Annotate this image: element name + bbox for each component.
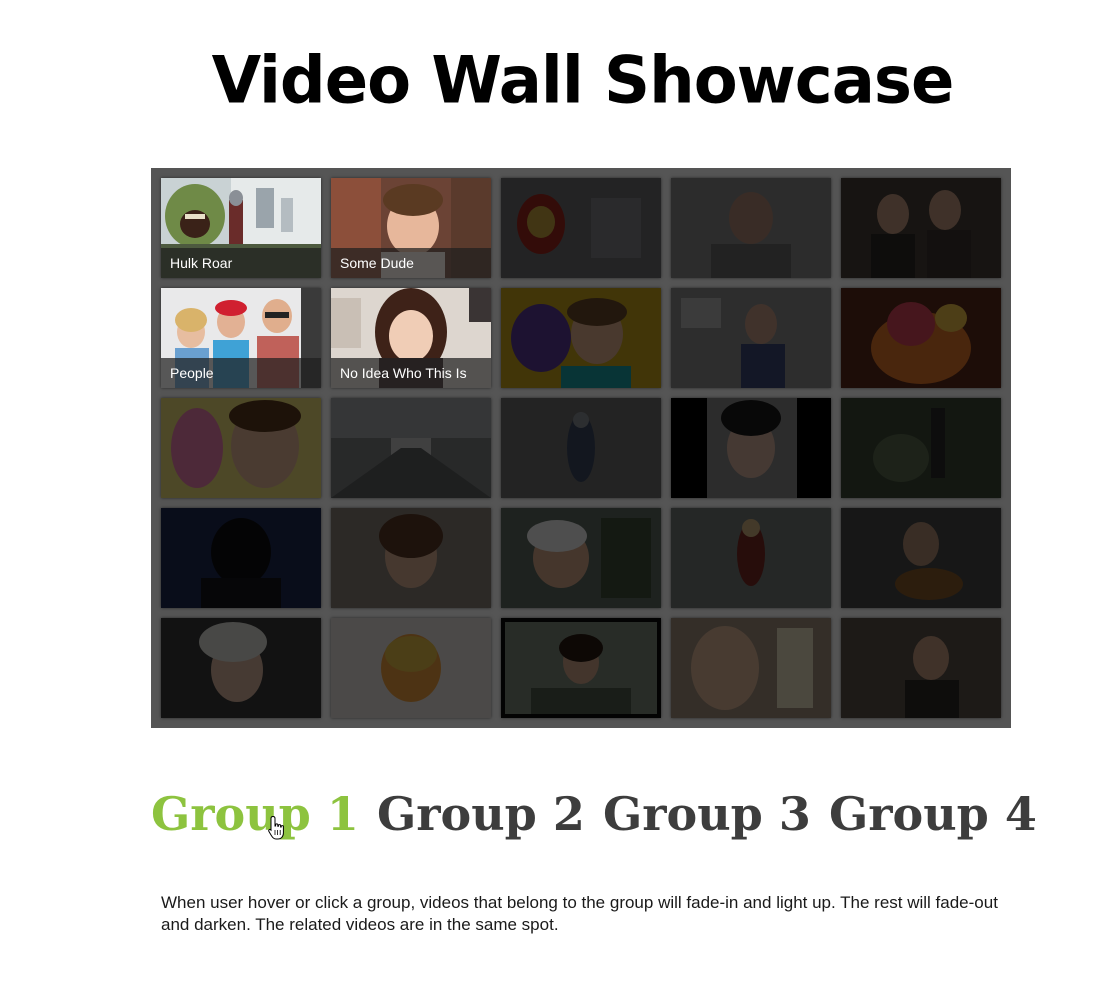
video-thumbnail: [671, 288, 831, 388]
video-thumbnail: [671, 508, 831, 608]
video-thumbnail: [161, 618, 321, 718]
video-thumbnail: [161, 508, 321, 608]
video-thumbnail: [841, 618, 1001, 718]
page-title: Video Wall Showcase: [211, 43, 955, 119]
hand-pointer-icon: [268, 815, 284, 840]
group-selector: Group 1 Group 2 Group 3 Group 4: [151, 784, 1037, 844]
video-tile[interactable]: [671, 618, 831, 718]
video-caption: Some Dude: [331, 248, 491, 278]
video-tile[interactable]: [161, 618, 321, 718]
video-tile-some-dude[interactable]: Some Dude: [331, 178, 491, 278]
video-thumbnail: [501, 508, 661, 608]
video-tile[interactable]: [331, 618, 491, 718]
video-tile-people[interactable]: People: [161, 288, 321, 388]
group-4-link[interactable]: Group 4: [829, 787, 1037, 841]
video-thumbnail: [501, 288, 661, 388]
description-text: When user hover or click a group, videos…: [161, 893, 998, 934]
video-thumbnail: [331, 398, 491, 498]
group-1-link[interactable]: Group 1: [151, 787, 359, 841]
video-tile[interactable]: [161, 398, 321, 498]
video-thumbnail: [841, 398, 1001, 498]
video-tile[interactable]: [671, 288, 831, 388]
video-tile[interactable]: [331, 398, 491, 498]
video-thumbnail: [501, 398, 661, 498]
video-wall: Hulk Roar Some Dude: [151, 168, 1011, 728]
group-3-link[interactable]: Group 3: [603, 787, 811, 841]
video-tile[interactable]: [841, 508, 1001, 608]
video-thumbnail: [331, 618, 491, 718]
video-tile[interactable]: [841, 178, 1001, 278]
video-tile[interactable]: [841, 288, 1001, 388]
video-tile[interactable]: [841, 618, 1001, 718]
video-caption: Hulk Roar: [161, 248, 321, 278]
video-thumbnail: [331, 508, 491, 608]
video-tile[interactable]: [671, 178, 831, 278]
video-caption: People: [161, 358, 321, 388]
video-thumbnail: [501, 618, 661, 718]
video-tile-hulk-roar[interactable]: Hulk Roar: [161, 178, 321, 278]
video-thumbnail: [841, 508, 1001, 608]
video-thumbnail: [841, 288, 1001, 388]
video-tile[interactable]: [501, 178, 661, 278]
video-thumbnail: [161, 398, 321, 498]
video-tile[interactable]: [331, 508, 491, 608]
video-tile[interactable]: [671, 398, 831, 498]
video-tile[interactable]: [501, 288, 661, 388]
video-tile[interactable]: [501, 508, 661, 608]
video-thumbnail: [671, 398, 831, 498]
video-thumbnail: [671, 618, 831, 718]
group-2-link[interactable]: Group 2: [377, 787, 585, 841]
video-tile-no-idea-who-this-is[interactable]: No Idea Who This Is: [331, 288, 491, 388]
video-tile[interactable]: [501, 618, 661, 718]
video-caption: No Idea Who This Is: [331, 358, 491, 388]
video-thumbnail: [671, 178, 831, 278]
video-tile[interactable]: [161, 508, 321, 608]
video-tile[interactable]: [671, 508, 831, 608]
video-tile[interactable]: [841, 398, 1001, 498]
video-thumbnail: [841, 178, 1001, 278]
video-thumbnail: [501, 178, 661, 278]
video-tile[interactable]: [501, 398, 661, 498]
